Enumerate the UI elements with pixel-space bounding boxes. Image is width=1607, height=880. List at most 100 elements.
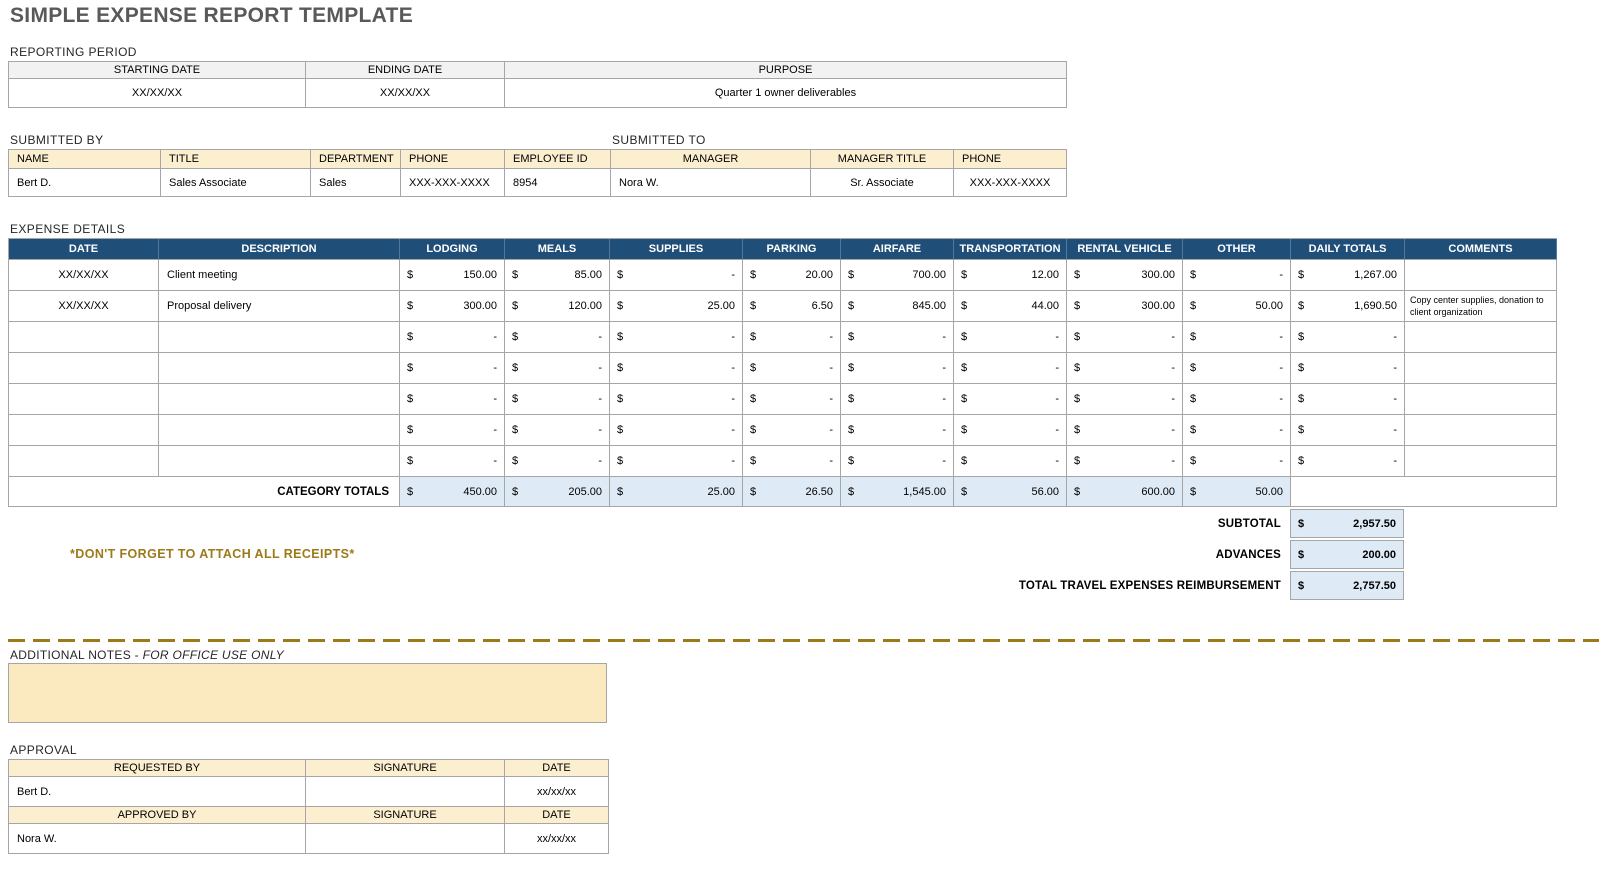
parking-cell[interactable]: $ -	[743, 353, 841, 384]
rental-vehicle-cell[interactable]: $ -	[1067, 446, 1183, 477]
parking-cell[interactable]: $ -	[743, 322, 841, 353]
airfare-cell[interactable]: $ -	[841, 353, 954, 384]
lodging-cell[interactable]: $ -	[400, 322, 505, 353]
currency-symbol: $	[848, 485, 855, 498]
lodging-category-total: $450.00	[400, 477, 505, 507]
requested-by-date[interactable]: xx/xx/xx	[505, 777, 609, 807]
date-cell[interactable]	[9, 353, 159, 384]
other-cell[interactable]: $ -	[1183, 260, 1291, 291]
parking-cell[interactable]: $ -	[743, 415, 841, 446]
airfare-cell[interactable]: $ -	[841, 446, 954, 477]
airfare-cell[interactable]: $845.00	[841, 291, 954, 322]
other-cell[interactable]: $ -	[1183, 415, 1291, 446]
airfare-cell[interactable]: $700.00	[841, 260, 954, 291]
other-cell[interactable]: $ -	[1183, 353, 1291, 384]
date-cell[interactable]	[9, 415, 159, 446]
approved-by-name[interactable]: Nora W.	[9, 824, 306, 854]
comments-cell[interactable]	[1405, 353, 1557, 384]
transportation-cell[interactable]: $ -	[954, 446, 1067, 477]
meals-cell[interactable]: $85.00	[505, 260, 610, 291]
description-cell[interactable]: Proposal delivery	[159, 291, 400, 322]
airfare-cell[interactable]: $ -	[841, 415, 954, 446]
description-cell[interactable]	[159, 322, 400, 353]
approved-by-date[interactable]: xx/xx/xx	[505, 824, 609, 854]
other-cell[interactable]: $ -	[1183, 384, 1291, 415]
supplies-cell[interactable]: $ -	[610, 446, 743, 477]
rental-vehicle-cell[interactable]: $ -	[1067, 353, 1183, 384]
meals-cell[interactable]: $ -	[505, 353, 610, 384]
meals-cell[interactable]: $ -	[505, 322, 610, 353]
meals-cell[interactable]: $ -	[505, 415, 610, 446]
comments-cell[interactable]	[1405, 415, 1557, 446]
manager-value[interactable]: Nora W.	[611, 169, 811, 197]
rental-vehicle-cell[interactable]: $ -	[1067, 384, 1183, 415]
purpose-value[interactable]: Quarter 1 owner deliverables	[505, 79, 1067, 108]
title-value[interactable]: Sales Associate	[161, 169, 311, 197]
description-cell[interactable]: Client meeting	[159, 260, 400, 291]
comments-cell[interactable]: Copy center supplies, donation to client…	[1405, 291, 1557, 322]
rental-vehicle-cell[interactable]: $ -	[1067, 415, 1183, 446]
phone-value[interactable]: XXX-XXX-XXXX	[401, 169, 505, 197]
requested-by-name[interactable]: Bert D.	[9, 777, 306, 807]
transportation-cell[interactable]: $ -	[954, 353, 1067, 384]
name-value[interactable]: Bert D.	[9, 169, 161, 197]
lodging-cell[interactable]: $ -	[400, 353, 505, 384]
parking-cell[interactable]: $ -	[743, 446, 841, 477]
comments-cell[interactable]	[1405, 446, 1557, 477]
supplies-cell[interactable]: $ -	[610, 384, 743, 415]
transportation-cell[interactable]: $ -	[954, 322, 1067, 353]
comments-cell[interactable]	[1405, 322, 1557, 353]
supplies-cell[interactable]: $ -	[610, 260, 743, 291]
ending-date-value[interactable]: XX/XX/XX	[306, 79, 505, 108]
department-value[interactable]: Sales	[311, 169, 401, 197]
airfare-cell[interactable]: $ -	[841, 384, 954, 415]
meals-cell[interactable]: $ -	[505, 384, 610, 415]
description-cell[interactable]	[159, 446, 400, 477]
lodging-cell[interactable]: $ -	[400, 415, 505, 446]
manager-title-value[interactable]: Sr. Associate	[811, 169, 954, 197]
starting-date-value[interactable]: XX/XX/XX	[9, 79, 306, 108]
lodging-cell[interactable]: $300.00	[400, 291, 505, 322]
other-cell[interactable]: $ -	[1183, 322, 1291, 353]
supplies-cell[interactable]: $ -	[610, 353, 743, 384]
rental-vehicle-cell[interactable]: $ -	[1067, 322, 1183, 353]
parking-cell[interactable]: $ -	[743, 384, 841, 415]
lodging-cell[interactable]: $ -	[400, 384, 505, 415]
description-cell[interactable]	[159, 384, 400, 415]
lodging-cell[interactable]: $150.00	[400, 260, 505, 291]
transportation-cell[interactable]: $12.00	[954, 260, 1067, 291]
transportation-cell[interactable]: $ -	[954, 384, 1067, 415]
manager-phone-value[interactable]: XXX-XXX-XXXX	[954, 169, 1067, 197]
transportation-cell[interactable]: $ -	[954, 415, 1067, 446]
other-cell[interactable]: $ -	[1183, 446, 1291, 477]
description-cell[interactable]	[159, 353, 400, 384]
meals-cell[interactable]: $ -	[505, 446, 610, 477]
other-cell[interactable]: $50.00	[1183, 291, 1291, 322]
comments-cell[interactable]	[1405, 260, 1557, 291]
advances-value[interactable]: $ 200.00	[1290, 540, 1404, 569]
daily-total-cell: $ -	[1291, 322, 1405, 353]
rental-vehicle-cell[interactable]: $300.00	[1067, 291, 1183, 322]
additional-notes-box[interactable]	[8, 663, 607, 723]
meals-cell[interactable]: $120.00	[505, 291, 610, 322]
parking-cell[interactable]: $6.50	[743, 291, 841, 322]
date-cell[interactable]: XX/XX/XX	[9, 260, 159, 291]
description-cell[interactable]	[159, 415, 400, 446]
date-cell[interactable]	[9, 322, 159, 353]
lodging-cell[interactable]: $ -	[400, 446, 505, 477]
requested-by-header: REQUESTED BY	[9, 760, 306, 777]
approved-by-signature[interactable]	[306, 824, 505, 854]
rental-vehicle-cell[interactable]: $300.00	[1067, 260, 1183, 291]
supplies-cell[interactable]: $ -	[610, 322, 743, 353]
parking-cell[interactable]: $20.00	[743, 260, 841, 291]
employee-id-value[interactable]: 8954	[505, 169, 611, 197]
date-cell[interactable]	[9, 384, 159, 415]
transportation-cell[interactable]: $44.00	[954, 291, 1067, 322]
airfare-cell[interactable]: $ -	[841, 322, 954, 353]
requested-by-signature[interactable]	[306, 777, 505, 807]
comments-cell[interactable]	[1405, 384, 1557, 415]
supplies-cell[interactable]: $ -	[610, 415, 743, 446]
date-cell[interactable]: XX/XX/XX	[9, 291, 159, 322]
supplies-cell[interactable]: $25.00	[610, 291, 743, 322]
date-cell[interactable]	[9, 446, 159, 477]
